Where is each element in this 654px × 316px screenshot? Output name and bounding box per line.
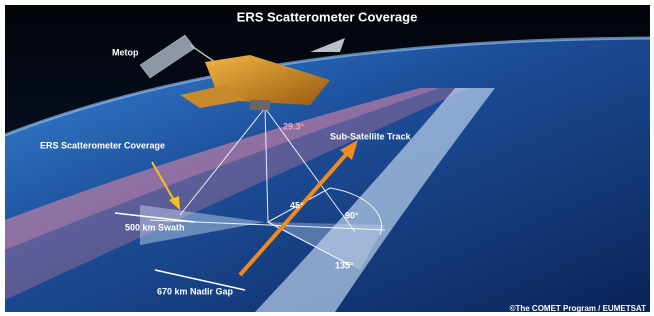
label: 29.3° — [283, 121, 305, 131]
page: ERS Scatterometer Coverage Metop 29.3° S… — [0, 0, 654, 316]
label: 670 km Nadir Gap — [157, 286, 234, 296]
label: 45° — [290, 200, 304, 210]
label: Metop — [112, 47, 139, 57]
title: ERS Scatterometer Coverage — [237, 9, 418, 24]
label: Sub-Satellite Track — [330, 131, 412, 141]
credit: ©The COMET Program / EUMETSAT — [510, 304, 647, 313]
diagram: ERS Scatterometer Coverage Metop 29.3° S… — [0, 0, 654, 316]
label: 135° — [335, 260, 354, 270]
label: 500 km Swath — [125, 222, 185, 232]
label: ERS Scatterometer Coverage — [40, 140, 165, 150]
label: 90° — [345, 210, 359, 220]
